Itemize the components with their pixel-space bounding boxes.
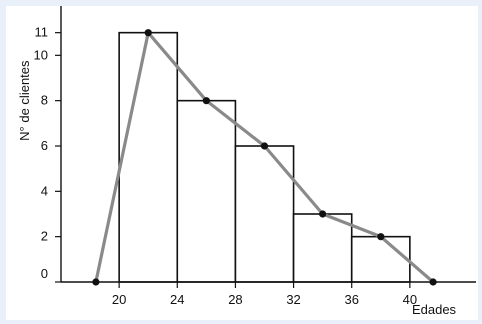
histogram-bar-36-40 <box>350 235 411 283</box>
histogram-bar-32-36 <box>292 213 353 283</box>
frequency-polygon <box>92 29 437 286</box>
x-tick-label-32: 32 <box>286 292 300 307</box>
x-tick-label-20: 20 <box>112 292 126 307</box>
polygon-point-5 <box>377 233 385 241</box>
x-tick-label-24: 24 <box>170 292 184 307</box>
x-tick-label-36: 36 <box>344 292 358 307</box>
y-tick-label-0: 0 <box>41 266 48 281</box>
polygon-point-6 <box>429 278 437 286</box>
y-axis-title: N° de clientes <box>17 60 32 141</box>
y-tick-label-11: 11 <box>35 25 49 40</box>
histogram-bar-20-24 <box>118 31 179 283</box>
axes-group <box>60 6 476 283</box>
polygon-point-4 <box>319 210 327 218</box>
y-tick-label-2: 2 <box>41 229 48 244</box>
y-tick-label-6: 6 <box>41 138 48 153</box>
polygon-point-2 <box>202 97 210 105</box>
y-tick-label-10: 10 <box>34 47 48 62</box>
y-tick-label-4: 4 <box>41 183 48 198</box>
polygon-point-0 <box>92 278 100 286</box>
x-tick-label-28: 28 <box>228 292 242 307</box>
y-tick-label-8: 8 <box>41 93 48 108</box>
histogram-bar-24-28 <box>176 99 237 283</box>
chart-frame: 0 2 4 6 8 10 11 20 24 28 32 36 40 N° de clientes Eda… <box>6 6 478 320</box>
x-axis-title: Edades <box>412 302 457 317</box>
histogram-bar-28-32 <box>234 145 295 283</box>
polygon-point-1 <box>144 29 152 37</box>
x-tick-label-40: 40 <box>403 292 417 307</box>
polygon-point-3 <box>260 142 269 150</box>
bars-group <box>118 31 411 283</box>
